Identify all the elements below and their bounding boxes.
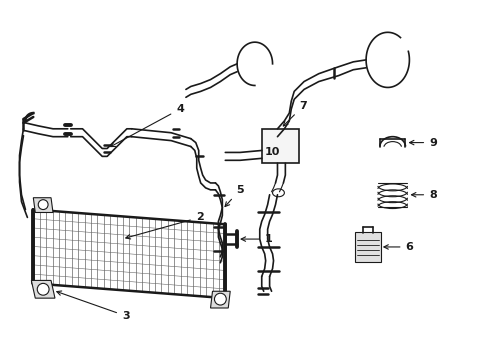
Circle shape	[38, 200, 48, 210]
Polygon shape	[210, 291, 230, 308]
Polygon shape	[33, 198, 53, 212]
Text: 5: 5	[224, 185, 243, 207]
Circle shape	[214, 293, 226, 305]
Text: 7: 7	[283, 101, 306, 126]
Text: 6: 6	[383, 242, 412, 252]
Text: 3: 3	[57, 291, 129, 321]
Text: 8: 8	[410, 190, 436, 200]
Text: 2: 2	[125, 212, 203, 239]
FancyBboxPatch shape	[355, 232, 380, 262]
Polygon shape	[31, 280, 55, 298]
Bar	[261, 129, 299, 163]
Text: 10: 10	[264, 148, 280, 157]
Text: 4: 4	[110, 104, 183, 147]
Text: 1: 1	[241, 234, 272, 244]
Circle shape	[37, 283, 49, 295]
Text: 9: 9	[408, 138, 436, 148]
